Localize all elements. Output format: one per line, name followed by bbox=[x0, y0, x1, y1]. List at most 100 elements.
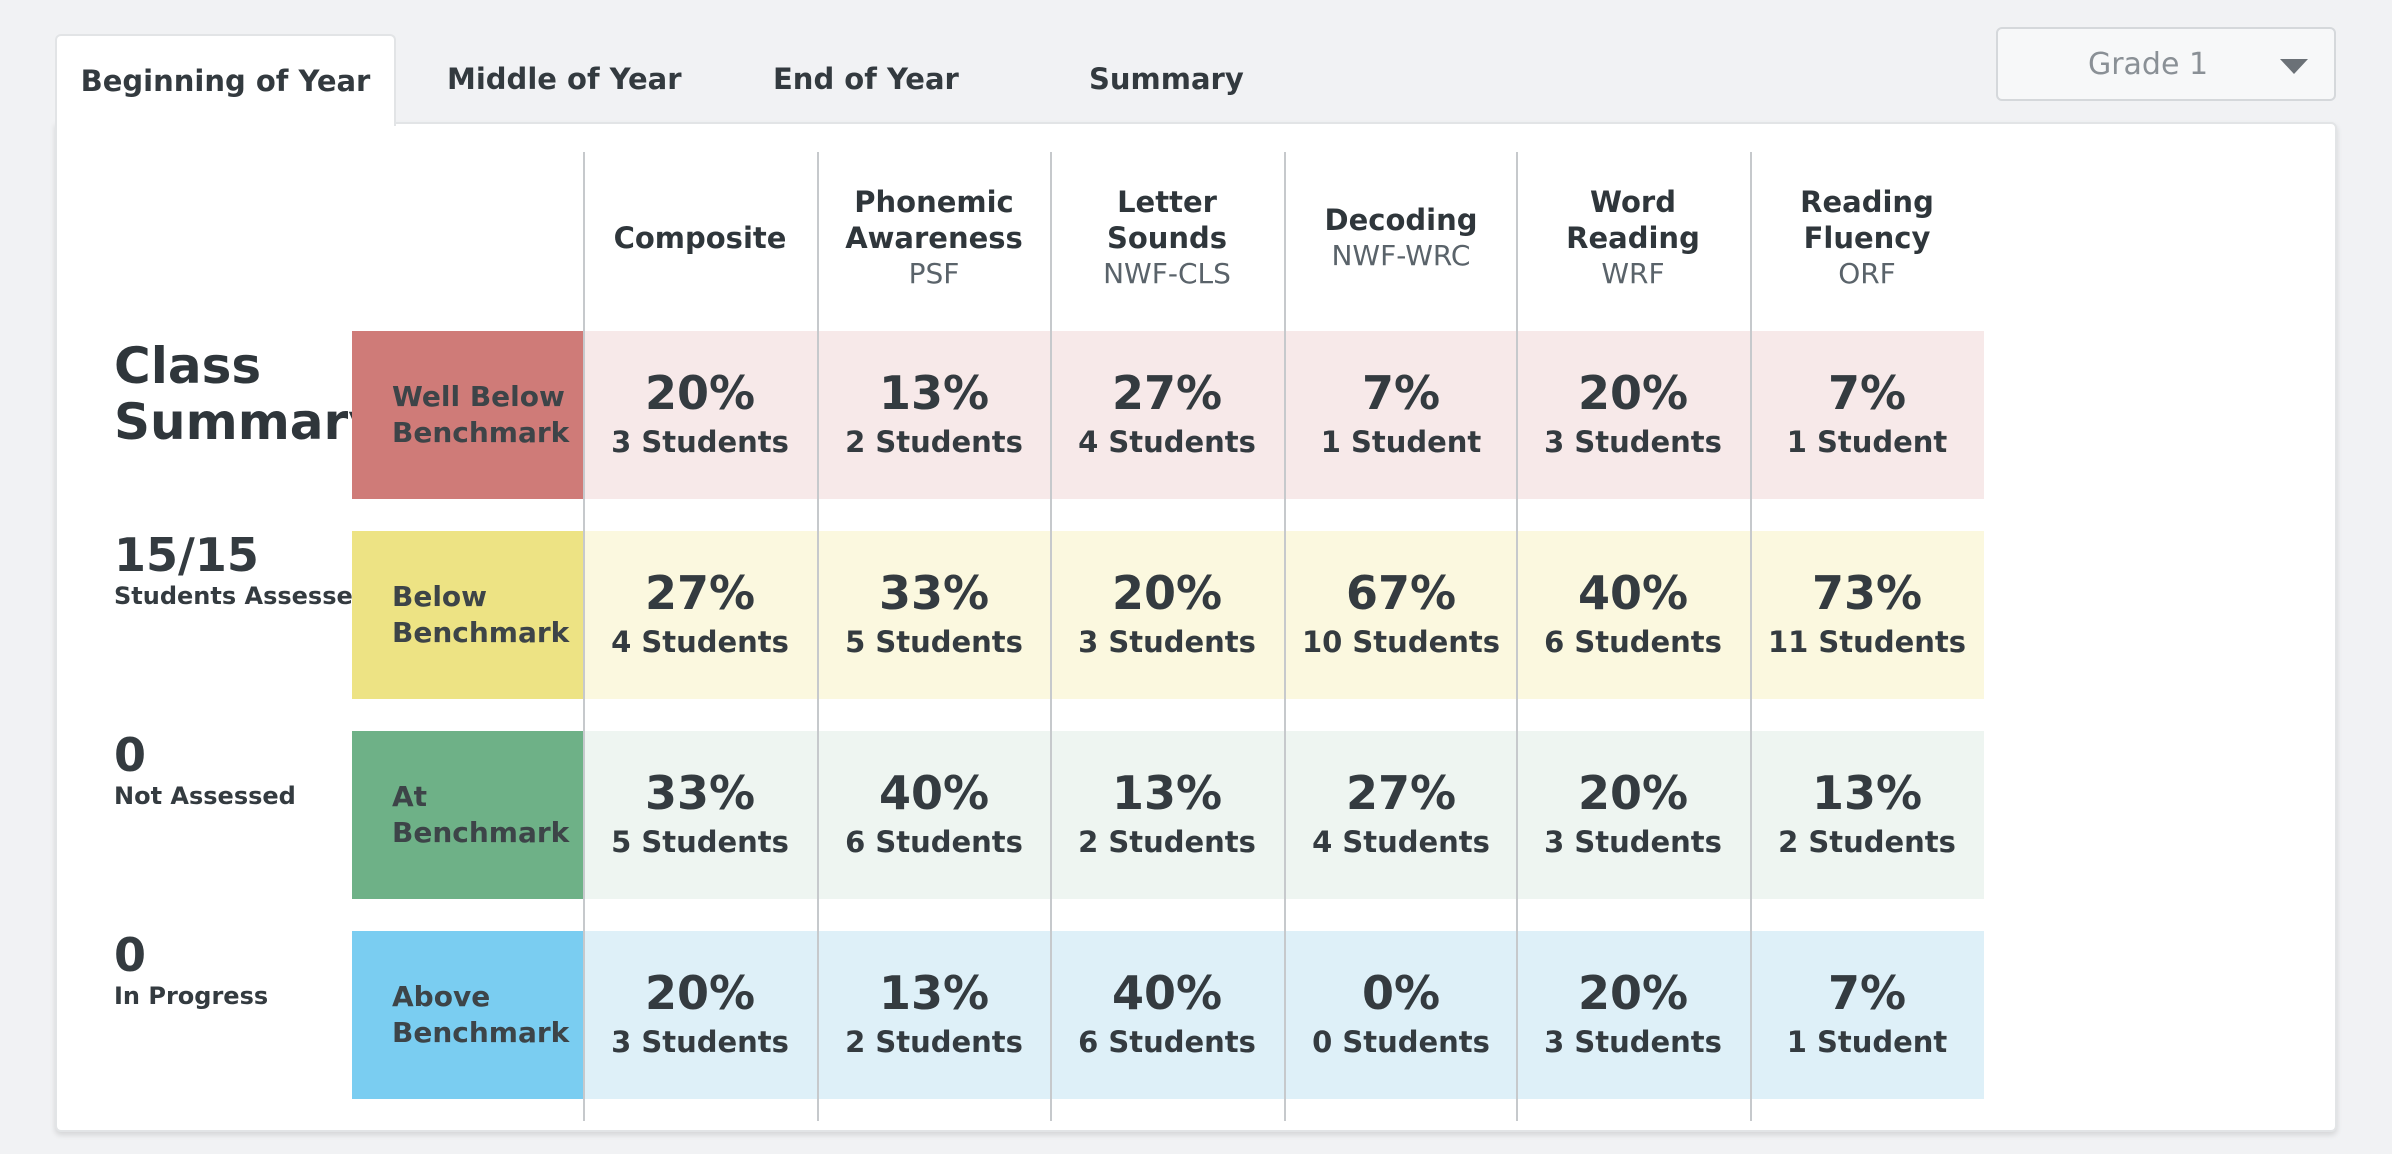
cell-above-decoding: 0% 0 Students bbox=[1285, 931, 1517, 1099]
column-title: Phonemic bbox=[854, 185, 1014, 219]
cell-well-below-reading-fluency: 7% 1 Student bbox=[1751, 331, 1983, 499]
grade-select[interactable]: Grade 1 bbox=[1996, 27, 2336, 101]
cell-count: 3 Students bbox=[611, 425, 789, 459]
cell-count: 0 Students bbox=[1312, 1025, 1490, 1059]
class-summary-title-line1: Class bbox=[114, 337, 262, 395]
cell-percent: 13% bbox=[878, 966, 990, 1020]
cell-above-reading-fluency: 7% 1 Student bbox=[1751, 931, 1983, 1099]
column-subtitle: ORF bbox=[1838, 257, 1896, 290]
cell-percent: 20% bbox=[1577, 766, 1689, 820]
cell-percent: 20% bbox=[1111, 566, 1223, 620]
cell-count: 3 Students bbox=[611, 1025, 789, 1059]
cell-percent: 20% bbox=[644, 966, 756, 1020]
cell-count: 4 Students bbox=[1078, 425, 1256, 459]
column-title: Reading bbox=[1800, 185, 1934, 219]
cell-percent: 27% bbox=[1345, 766, 1457, 820]
cell-at-letter-sounds: 13% 2 Students bbox=[1051, 731, 1283, 899]
tab-middle-of-year[interactable]: Middle of Year bbox=[447, 62, 682, 96]
cell-well-below-phonemic-awareness: 13% 2 Students bbox=[818, 331, 1050, 499]
cell-percent: 33% bbox=[878, 566, 990, 620]
cell-percent: 27% bbox=[644, 566, 756, 620]
column-subtitle: NWF-CLS bbox=[1103, 257, 1231, 290]
students-assessed-label: Students Assessed bbox=[114, 582, 370, 610]
column-title: Sounds bbox=[1106, 221, 1228, 255]
not-assessed-label: Not Assessed bbox=[114, 782, 296, 810]
cell-count: 3 Students bbox=[1544, 825, 1722, 859]
cell-below-phonemic-awareness: 33% 5 Students bbox=[818, 531, 1050, 699]
column-divider bbox=[1516, 152, 1518, 1121]
row-label-well-below-benchmark: Well Below Benchmark bbox=[352, 331, 584, 499]
cell-percent: 73% bbox=[1811, 566, 1923, 620]
row-label-text: Below Benchmark bbox=[392, 579, 569, 651]
cell-at-reading-fluency: 13% 2 Students bbox=[1751, 731, 1983, 899]
cell-percent: 20% bbox=[1577, 366, 1689, 420]
column-header-letter-sounds: Letter Sounds NWF-CLS bbox=[1051, 148, 1283, 328]
cell-below-reading-fluency: 73% 11 Students bbox=[1751, 531, 1983, 699]
cell-below-word-reading: 40% 6 Students bbox=[1517, 531, 1749, 699]
row-label-line2: Benchmark bbox=[392, 1016, 570, 1049]
cell-count: 10 Students bbox=[1301, 625, 1501, 659]
row-label-line1: Above bbox=[392, 980, 491, 1013]
tab-beginning-of-year[interactable]: Beginning of Year bbox=[55, 34, 396, 126]
students-assessed-stat: 15/15 Students Assessed bbox=[114, 530, 370, 612]
row-label-text: Above Benchmark bbox=[392, 979, 569, 1051]
cell-at-word-reading: 20% 3 Students bbox=[1517, 731, 1749, 899]
row-label-line2: Benchmark bbox=[392, 416, 570, 449]
cell-count: 3 Students bbox=[1078, 625, 1256, 659]
cell-percent: 13% bbox=[1111, 766, 1223, 820]
column-divider bbox=[1050, 152, 1052, 1121]
column-title: Decoding bbox=[1324, 203, 1478, 237]
cell-above-phonemic-awareness: 13% 2 Students bbox=[818, 931, 1050, 1099]
cell-percent: 13% bbox=[1811, 766, 1923, 820]
in-progress-value: 0 bbox=[114, 928, 147, 982]
column-title: Awareness bbox=[845, 221, 1023, 255]
cell-percent: 40% bbox=[1111, 966, 1223, 1020]
cell-count: 1 Student bbox=[1320, 425, 1482, 459]
not-assessed-stat: 0 Not Assessed bbox=[114, 730, 296, 812]
cell-at-composite: 33% 5 Students bbox=[584, 731, 816, 899]
in-progress-stat: 0 In Progress bbox=[114, 930, 268, 1012]
column-header-word-reading: Word Reading WRF bbox=[1517, 148, 1749, 328]
cell-below-decoding: 67% 10 Students bbox=[1285, 531, 1517, 699]
row-label-at-benchmark: At Benchmark bbox=[352, 731, 584, 899]
cell-percent: 7% bbox=[1361, 366, 1441, 420]
column-subtitle: NWF-WRC bbox=[1331, 239, 1471, 272]
cell-below-composite: 27% 4 Students bbox=[584, 531, 816, 699]
tab-end-of-year[interactable]: End of Year bbox=[773, 62, 959, 96]
cell-below-letter-sounds: 20% 3 Students bbox=[1051, 531, 1283, 699]
cell-percent: 20% bbox=[644, 366, 756, 420]
cell-count: 3 Students bbox=[1544, 1025, 1722, 1059]
cell-count: 2 Students bbox=[845, 425, 1023, 459]
students-assessed-value: 15/15 bbox=[114, 528, 259, 582]
column-header-decoding: Decoding NWF-WRC bbox=[1285, 148, 1517, 328]
cell-count: 6 Students bbox=[845, 825, 1023, 859]
class-summary-title-line2: Summary bbox=[114, 393, 381, 451]
cell-at-decoding: 27% 4 Students bbox=[1285, 731, 1517, 899]
cell-percent: 33% bbox=[644, 766, 756, 820]
cell-above-letter-sounds: 40% 6 Students bbox=[1051, 931, 1283, 1099]
row-label-line1: Below bbox=[392, 580, 488, 613]
cell-count: 6 Students bbox=[1544, 625, 1722, 659]
cell-percent: 13% bbox=[878, 366, 990, 420]
row-label-line1: Well Below bbox=[392, 380, 565, 413]
row-label-line2: Benchmark bbox=[392, 816, 570, 849]
cell-count: 11 Students bbox=[1767, 625, 1967, 659]
column-title: Word bbox=[1590, 185, 1676, 219]
cell-count: 4 Students bbox=[1312, 825, 1490, 859]
column-header-reading-fluency: Reading Fluency ORF bbox=[1751, 148, 1983, 328]
in-progress-label: In Progress bbox=[114, 982, 269, 1010]
column-subtitle: PSF bbox=[908, 257, 960, 290]
tab-summary[interactable]: Summary bbox=[1089, 62, 1244, 96]
cell-well-below-decoding: 7% 1 Student bbox=[1285, 331, 1517, 499]
cell-count: 6 Students bbox=[1078, 1025, 1256, 1059]
column-title: Reading bbox=[1566, 221, 1700, 255]
cell-well-below-composite: 20% 3 Students bbox=[584, 331, 816, 499]
cell-count: 2 Students bbox=[1078, 825, 1256, 859]
cell-percent: 7% bbox=[1827, 366, 1907, 420]
cell-percent: 27% bbox=[1111, 366, 1223, 420]
cell-above-composite: 20% 3 Students bbox=[584, 931, 816, 1099]
class-summary-title: Class Summary bbox=[114, 338, 381, 450]
chevron-down-icon bbox=[2280, 59, 2308, 74]
cell-percent: 0% bbox=[1361, 966, 1441, 1020]
column-divider bbox=[1284, 152, 1286, 1121]
